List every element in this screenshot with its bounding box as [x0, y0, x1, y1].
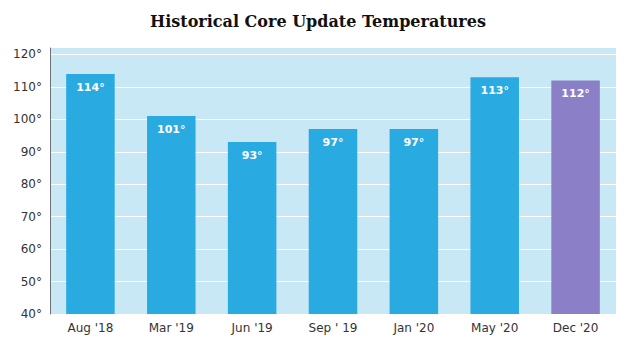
svg-text:100°: 100° — [13, 112, 42, 126]
svg-text:113°: 113° — [480, 84, 508, 97]
svg-text:93°: 93° — [242, 149, 263, 162]
svg-text:97°: 97° — [403, 136, 424, 149]
svg-text:Jun '19: Jun '19 — [231, 321, 273, 335]
svg-text:80°: 80° — [21, 177, 42, 191]
svg-text:101°: 101° — [157, 123, 185, 136]
svg-text:Historical Core Update Tempera: Historical Core Update Temperatures — [150, 12, 486, 31]
svg-text:112°: 112° — [561, 87, 589, 100]
svg-text:Dec '20: Dec '20 — [553, 321, 599, 335]
svg-text:120°: 120° — [13, 47, 42, 61]
svg-text:70°: 70° — [21, 210, 42, 224]
svg-text:May '20: May '20 — [471, 321, 518, 335]
svg-text:Mar '19: Mar '19 — [149, 321, 194, 335]
svg-text:110°: 110° — [13, 80, 42, 94]
svg-text:Sep ' 19: Sep ' 19 — [309, 321, 358, 335]
svg-text:Aug '18: Aug '18 — [68, 321, 114, 335]
svg-text:97°: 97° — [323, 136, 344, 149]
svg-text:40°: 40° — [21, 307, 42, 321]
svg-text:90°: 90° — [21, 145, 42, 159]
svg-text:60°: 60° — [21, 242, 42, 256]
svg-text:Jan '20: Jan '20 — [392, 321, 434, 335]
svg-text:114°: 114° — [76, 81, 104, 94]
svg-text:50°: 50° — [21, 275, 42, 289]
